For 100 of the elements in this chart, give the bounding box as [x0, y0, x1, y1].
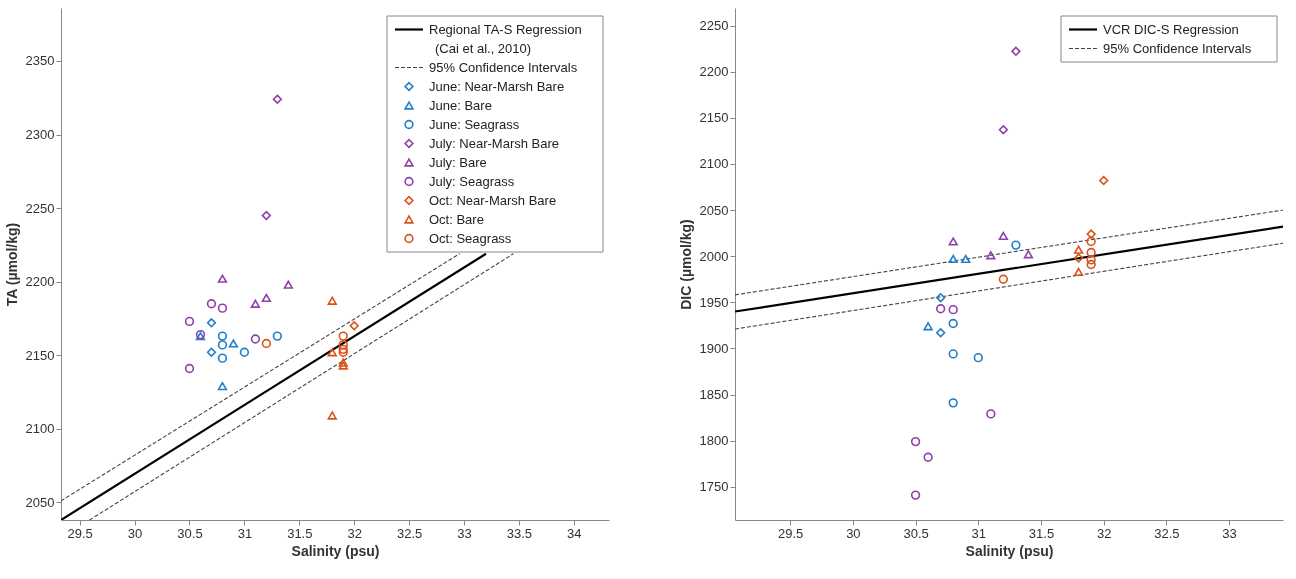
point: [261, 293, 272, 302]
point: [250, 299, 261, 308]
legend-label: July: Near-Marsh Bare: [429, 135, 560, 151]
x-tick-label: 30: [127, 525, 143, 541]
point: [338, 340, 348, 350]
x-tick-label: 33: [457, 525, 472, 541]
point: [206, 318, 217, 328]
x-axis-title: Salinity (psu): [965, 542, 1054, 559]
point: [206, 347, 217, 357]
point: [184, 316, 195, 327]
x-tick-label: 31.5: [287, 525, 313, 541]
legend-label: Oct: Seagrass: [429, 230, 512, 246]
point: [1086, 259, 1096, 270]
x-tick-label: 31: [971, 525, 987, 541]
point: [338, 331, 348, 341]
x-axis-title: Salinity (psu): [291, 542, 380, 559]
x-tick-label: 30: [846, 525, 861, 541]
point: [217, 340, 228, 350]
point: [327, 296, 337, 305]
point: [239, 347, 250, 357]
point: [1086, 247, 1096, 258]
point: [935, 328, 946, 338]
y-tick-label: 2050: [699, 202, 729, 218]
point: [349, 321, 359, 331]
point: [250, 334, 261, 344]
point: [1086, 255, 1096, 265]
point: [986, 251, 996, 260]
point: [998, 231, 1009, 241]
point: [948, 318, 958, 329]
point: [228, 339, 239, 348]
x-tick-label: 32.5: [396, 525, 423, 541]
point: [923, 452, 933, 462]
point: [948, 398, 958, 408]
x-tick-label: 30.5: [177, 525, 203, 541]
y-tick-label: 2000: [699, 248, 729, 264]
point: [910, 436, 921, 447]
y-tick-label: 2350: [25, 53, 55, 69]
y-tick-label: 2150: [25, 347, 55, 363]
point: [1086, 229, 1096, 239]
legend-label: June: Seagrass: [429, 116, 520, 132]
y-tick-label: 2200: [25, 274, 55, 290]
point: [217, 331, 228, 341]
y-tick-label: 2100: [699, 156, 729, 172]
y-axis-title: TA (µmol/kg): [3, 222, 20, 307]
point: [998, 125, 1009, 135]
point: [217, 353, 228, 363]
y-tick-label: 2200: [699, 64, 729, 80]
y-tick-label: 2100: [25, 421, 55, 437]
point: [923, 322, 933, 331]
point: [998, 274, 1009, 284]
point: [1073, 245, 1084, 254]
x-tick-label: 33: [1222, 525, 1237, 541]
legend-label: July: Seagrass: [429, 173, 515, 189]
point: [327, 348, 337, 357]
x-tick-label: 29.5: [778, 525, 804, 541]
legend-label: Oct: Bare: [429, 211, 484, 227]
point: [1073, 267, 1084, 276]
y-tick-label: 1850: [699, 387, 729, 403]
legend-label: VCR DIC-S Regression: [1103, 21, 1239, 37]
point: [1073, 253, 1084, 263]
legend-label: Regional TA-S Regression (Cai et al., 2010): [429, 21, 582, 56]
point: [948, 349, 958, 359]
x-tick-label: 31.5: [1028, 525, 1055, 541]
point: [935, 304, 946, 314]
x-tick-label: 32: [347, 525, 362, 541]
point: [217, 381, 228, 391]
legend-label: June: Bare: [429, 97, 492, 113]
x-tick-label: 33.5: [506, 525, 533, 541]
y-axis-title: DIC (µmol/kg): [677, 219, 694, 310]
point: [948, 237, 958, 246]
point: [217, 303, 228, 313]
point: [961, 254, 971, 264]
point: [910, 490, 921, 500]
x-tick-label: 32: [1096, 525, 1112, 541]
point: [948, 305, 958, 315]
point: [1023, 250, 1034, 259]
point: [948, 254, 958, 264]
point: [986, 409, 996, 419]
point: [1011, 240, 1021, 250]
legend-label: July: Bare: [429, 154, 487, 170]
point: [1011, 46, 1021, 57]
point: [338, 358, 348, 367]
point: [283, 280, 293, 289]
point: [261, 210, 272, 221]
y-tick-label: 1950: [699, 294, 729, 310]
point: [338, 361, 348, 370]
point: [1086, 236, 1096, 247]
y-tick-label: 2250: [699, 18, 729, 34]
point: [973, 352, 983, 363]
point: [1099, 175, 1109, 186]
y-tick-label: 1900: [699, 340, 729, 356]
point: [272, 94, 283, 104]
point: [327, 411, 337, 420]
y-tick-label: 2300: [25, 127, 55, 143]
point: [935, 293, 946, 303]
x-tick-label: 32.5: [1154, 525, 1180, 541]
point: [217, 274, 228, 283]
x-tick-label: 30.5: [903, 525, 929, 541]
point: [184, 363, 195, 374]
y-tick-label: 2250: [25, 200, 55, 216]
